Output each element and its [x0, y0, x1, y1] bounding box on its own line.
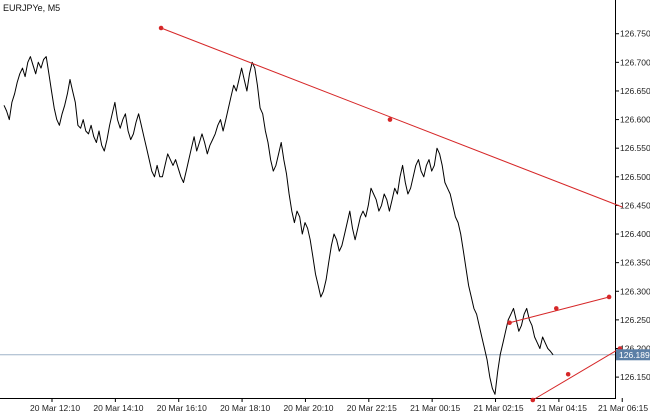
trendline-anchor-handle[interactable]	[530, 397, 536, 403]
y-tick-label: 126.600	[620, 115, 650, 125]
x-tick-label: 20 Mar 18:10	[220, 403, 270, 413]
trendline[interactable]	[160, 27, 623, 208]
current-price-tag: 126.189	[616, 349, 650, 361]
y-tick-label: 126.300	[620, 286, 650, 296]
symbol-timeframe-label: EURJPYe, M5	[3, 3, 60, 13]
x-tick-label: 20 Mar 12:10	[30, 403, 80, 413]
y-tick-label: 126.700	[620, 57, 650, 67]
x-tick-label: 21 Mar 02:15	[474, 403, 524, 413]
price-series-line	[3, 56, 554, 395]
y-tick-label: 126.400	[620, 229, 650, 239]
x-tick-label: 21 Mar 04:15	[537, 403, 587, 413]
y-tick-label: 126.200	[620, 343, 650, 353]
x-tick-label: 20 Mar 20:10	[283, 403, 333, 413]
trendline[interactable]	[532, 348, 621, 401]
y-tick-label: 126.650	[620, 86, 650, 96]
trendlines[interactable]	[158, 25, 623, 403]
y-tick-label: 126.550	[620, 143, 650, 153]
trendline-anchor-handle[interactable]	[553, 306, 559, 311]
time-axis: 20 Mar 12:10 20 Mar 14:10 20 Mar 16:10 20 M…	[30, 398, 648, 413]
trendline-anchor-handle[interactable]	[387, 117, 393, 122]
x-tick-label: 20 Mar 16:10	[157, 403, 207, 413]
x-tick-label: 21 Mar 06:15	[598, 403, 648, 413]
trendline-anchor-handle[interactable]	[606, 294, 612, 300]
y-tick-label: 126.500	[620, 172, 650, 182]
y-tick-label: 126.450	[620, 200, 650, 210]
trendline[interactable]	[509, 296, 610, 324]
y-tick-label: 126.150	[620, 372, 650, 382]
x-tick-label: 20 Mar 22:15	[347, 403, 397, 413]
y-tick-label: 126.750	[620, 29, 650, 39]
trendline-anchor-handle[interactable]	[507, 320, 512, 326]
x-tick-label: 20 Mar 14:10	[93, 403, 143, 413]
price-axis: 126.750 126.700 126.650 126.600 126.550 126.5…	[615, 29, 650, 382]
y-tick-label: 126.350	[620, 258, 650, 268]
current-price-label: 126.189	[619, 350, 650, 360]
y-tick-label: 126.250	[620, 315, 650, 325]
x-tick-label: 21 Mar 00:15	[410, 403, 460, 413]
trendline-anchor-handle[interactable]	[565, 371, 571, 377]
trendline-anchor-handle[interactable]	[158, 25, 164, 31]
